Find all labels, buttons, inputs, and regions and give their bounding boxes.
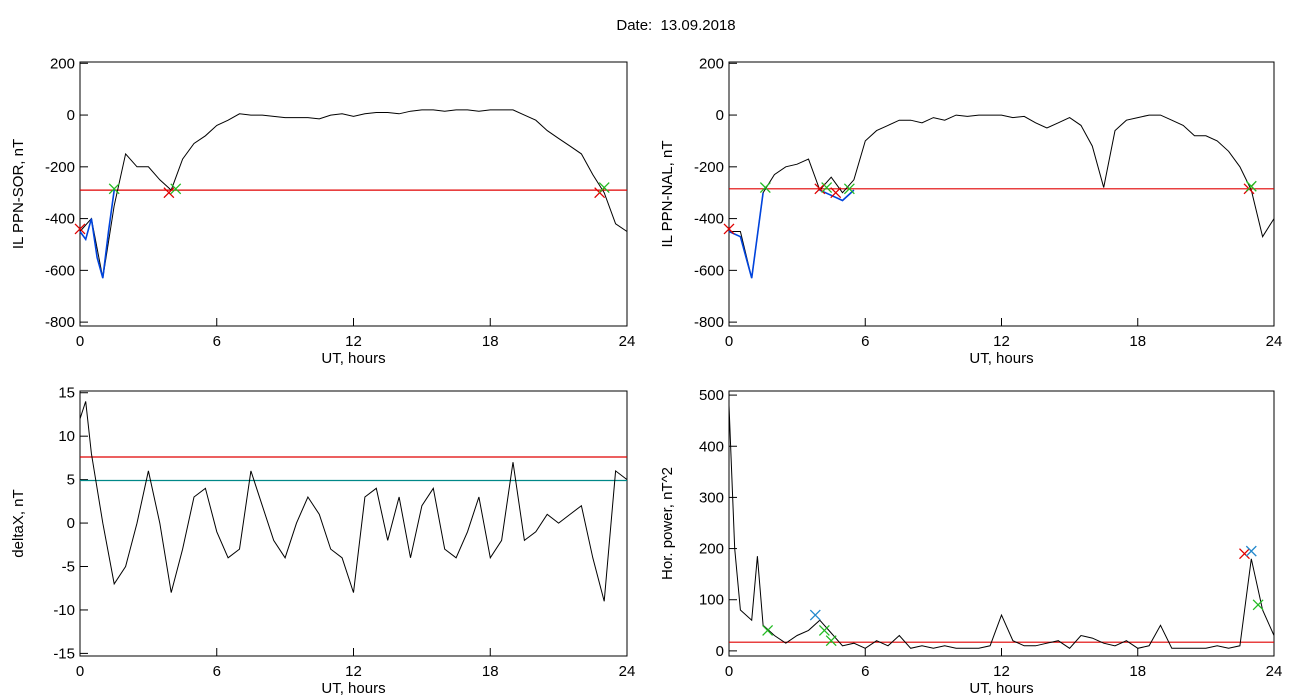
y-tick-label: 500: [699, 387, 724, 404]
data-line: [729, 114, 1275, 279]
plot-frame: [79, 390, 628, 657]
cross-marker: [814, 183, 826, 195]
data-line: [819, 189, 855, 202]
y-tick-label: 0: [67, 107, 75, 124]
data-line: [79, 189, 115, 279]
cross-marker: [809, 609, 821, 621]
cross-marker: [825, 635, 837, 647]
cross-marker: [762, 624, 774, 636]
x-tick-label: 0: [76, 333, 84, 350]
y-tick-label: 200: [699, 541, 724, 558]
cross-marker: [723, 223, 735, 235]
x-tick-label: 18: [1129, 333, 1146, 350]
y-tick-label: 100: [699, 592, 724, 609]
y-tick-label: 15: [58, 385, 75, 402]
y-tick-label: 5: [67, 472, 75, 489]
y-tick-label: -200: [45, 159, 75, 176]
y-tick-label: 400: [699, 438, 724, 455]
x-axis-label: UT, hours: [321, 350, 385, 367]
x-tick-label: 12: [345, 663, 362, 680]
figure-title: Date: 13.09.2018: [616, 17, 735, 34]
x-tick-label: 12: [345, 333, 362, 350]
y-tick-label: 0: [716, 643, 724, 660]
data-line: [79, 401, 628, 602]
x-tick-label: 24: [1266, 663, 1283, 680]
data-line: [79, 109, 628, 279]
x-tick-label: 24: [619, 663, 636, 680]
data-line: [728, 192, 764, 279]
cross-marker: [1245, 545, 1257, 557]
y-tick-label: 300: [699, 489, 724, 506]
x-tick-label: 18: [1129, 663, 1146, 680]
y-tick-label: 0: [67, 515, 75, 532]
x-tick-label: 24: [619, 333, 636, 350]
cross-marker: [74, 223, 86, 235]
plot-frame: [728, 61, 1275, 327]
x-axis-label: UT, hours: [321, 680, 385, 697]
x-tick-label: 6: [861, 333, 869, 350]
x-tick-label: 6: [213, 663, 221, 680]
plot-frame: [79, 61, 628, 327]
x-tick-label: 12: [993, 663, 1010, 680]
cross-marker: [821, 182, 833, 193]
cross-marker: [818, 624, 830, 636]
x-axis-label: UT, hours: [969, 350, 1033, 367]
cross-marker: [1252, 599, 1264, 611]
y-tick-label: -400: [45, 211, 75, 228]
cross-marker: [598, 182, 610, 193]
cross-marker: [830, 187, 842, 199]
y-tick-label: -800: [45, 314, 75, 331]
y-tick-label: 200: [699, 55, 724, 72]
y-tick-label: -600: [694, 262, 724, 279]
y-tick-label: -600: [45, 262, 75, 279]
cross-marker: [843, 183, 855, 195]
x-tick-label: 6: [861, 663, 869, 680]
y-tick-label: 200: [50, 55, 75, 72]
y-tick-label: 0: [716, 107, 724, 124]
x-tick-label: 0: [76, 663, 84, 680]
cross-marker: [170, 183, 182, 195]
y-tick-label: -5: [62, 559, 75, 576]
cross-marker: [1239, 548, 1250, 560]
x-axis-label: UT, hours: [969, 680, 1033, 697]
x-tick-label: 0: [725, 663, 733, 680]
y-tick-label: -10: [53, 602, 75, 619]
cross-marker: [163, 187, 175, 199]
y-axis-label: IL PPN-NAL, nT: [659, 141, 676, 248]
x-tick-label: 18: [482, 333, 499, 350]
y-tick-label: -400: [694, 211, 724, 228]
x-tick-label: 12: [993, 333, 1010, 350]
y-axis-label: deltaX, nT: [10, 489, 27, 557]
x-tick-label: 24: [1266, 333, 1283, 350]
y-axis-label: IL PPN-SOR, nT: [10, 139, 27, 249]
y-tick-label: 10: [58, 428, 75, 445]
y-tick-label: -15: [53, 645, 75, 662]
cross-marker: [1245, 180, 1257, 192]
x-tick-label: 6: [213, 333, 221, 350]
y-axis-label: Hor. power, nT^2: [659, 467, 676, 580]
data-line: [728, 405, 1275, 649]
y-tick-label: -200: [694, 159, 724, 176]
cross-marker: [759, 182, 771, 193]
x-tick-label: 18: [482, 663, 499, 680]
x-tick-label: 0: [725, 333, 733, 350]
y-tick-label: -800: [694, 314, 724, 331]
cross-marker: [108, 183, 120, 195]
